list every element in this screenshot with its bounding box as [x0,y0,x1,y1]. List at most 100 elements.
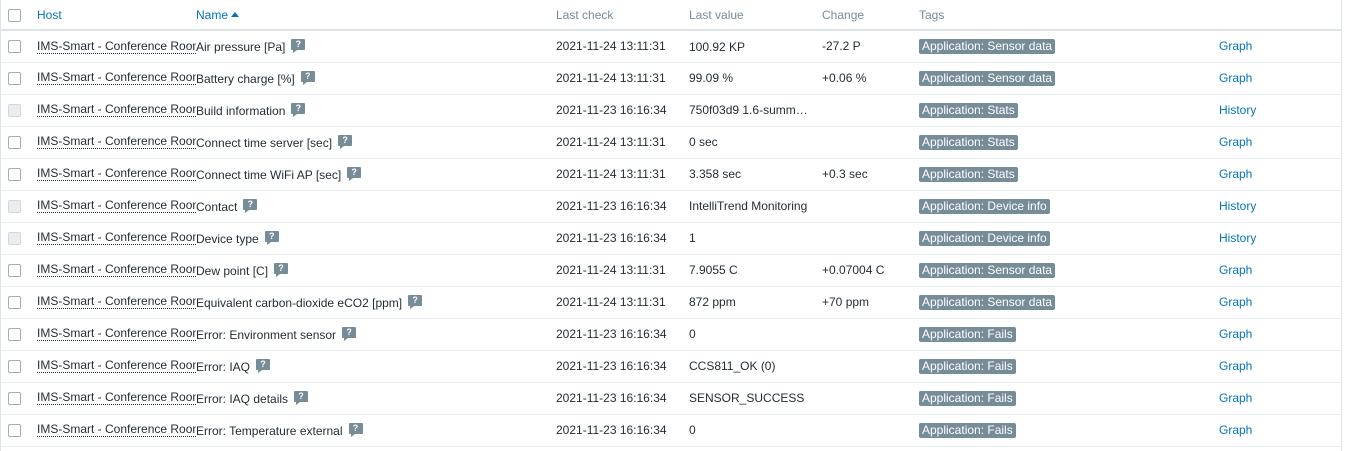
row-checkbox[interactable] [8,392,21,406]
tag-badge[interactable]: Application: Fails [919,326,1016,342]
last-value-cell: 7.9055 C [689,254,822,287]
host-cell: IMS-Smart - Conference Room [37,318,196,351]
row-checkbox[interactable] [8,40,21,54]
change-cell [822,382,919,415]
row-checkbox[interactable] [8,296,21,310]
name-cell: Build information? [196,94,556,127]
graph-link[interactable]: Graph [1219,39,1253,54]
change-cell [822,414,919,447]
item-name: Error: IAQ details [196,391,289,406]
description-hint-icon[interactable]: ? [338,134,353,149]
description-hint-icon[interactable]: ? [243,198,258,213]
last-value-cell: IntelliTrend Monitoring [689,190,822,223]
change-cell: +0.07004 C [822,254,919,287]
description-hint-icon[interactable]: ? [256,358,271,373]
graph-link[interactable]: Graph [1219,327,1253,341]
name-cell: Error: IAQ? [196,350,556,383]
host-cell: IMS-Smart - Conference Room [37,222,196,255]
last-value: 99.09 % [689,71,734,86]
host-cell: IMS-Smart - Conference Room [37,190,196,223]
row-checkbox[interactable] [8,424,21,438]
host-link[interactable]: IMS-Smart - Conference Room [37,40,196,54]
graph-link[interactable]: Graph [1219,391,1253,405]
tag-badge[interactable]: Application: Stats [919,102,1018,118]
host-link[interactable]: IMS-Smart - Conference Room [37,71,196,86]
last-check-cell: 2021-11-23 16:16:34 [556,350,689,383]
host-link[interactable]: IMS-Smart - Conference Room [37,359,196,374]
tag-badge[interactable]: Application: Device info [919,230,1050,246]
graph-link[interactable]: Graph [1219,295,1253,309]
graph-link[interactable]: Graph [1219,423,1253,437]
tag-badge[interactable]: Application: Sensor data [919,294,1056,310]
description-hint-icon[interactable]: ? [408,294,423,309]
change-cell [822,318,919,351]
action-cell: Graph [1219,254,1342,287]
tag-badge[interactable]: Application: Sensor data [919,38,1056,54]
table-row: IMS-Smart - Conference Room Equivalent c… [1,286,1342,319]
host-link[interactable]: IMS-Smart - Conference Room [37,199,196,214]
last-check-cell: 2021-11-24 13:11:31 [556,254,689,287]
description-hint-icon[interactable]: ? [342,326,357,341]
description-hint-icon[interactable]: ? [348,422,363,437]
last-value-cell: 0 sec [689,126,822,159]
column-header-tags: Tags [919,0,1219,31]
host-link[interactable]: IMS-Smart - Conference Room [37,167,196,182]
tag-badge[interactable]: Application: Sensor data [919,262,1056,278]
tag-badge[interactable]: Application: Fails [919,390,1016,406]
graph-link[interactable]: Graph [1219,71,1253,85]
last-check-cell: 2021-11-23 16:16:34 [556,382,689,415]
host-cell: IMS-Smart - Conference Room [37,414,196,447]
row-checkbox[interactable] [8,168,21,182]
history-link[interactable]: History [1219,231,1257,245]
host-link[interactable]: IMS-Smart - Conference Room [37,295,196,310]
description-hint-icon[interactable]: ? [264,230,279,245]
graph-link[interactable]: Graph [1219,263,1253,277]
host-cell: IMS-Smart - Conference Room [37,158,196,191]
item-name: Equivalent carbon-dioxide eCO2 [ppm] [196,295,403,310]
tag-badge[interactable]: Application: Sensor data [919,70,1056,86]
description-hint-icon[interactable]: ? [291,39,306,54]
row-checkbox[interactable] [8,72,21,86]
column-header-name[interactable]: Name [196,0,556,31]
description-hint-icon[interactable]: ? [294,390,309,405]
row-select-cell [1,414,37,447]
history-link[interactable]: History [1219,199,1257,213]
description-hint-icon[interactable]: ? [347,166,362,181]
host-link[interactable]: IMS-Smart - Conference Room [37,263,196,278]
host-link[interactable]: IMS-Smart - Conference Room [37,391,196,406]
description-hint-icon[interactable]: ? [291,102,306,117]
host-link[interactable]: IMS-Smart - Conference Room [37,423,196,438]
column-header-host[interactable]: Host [37,0,196,31]
graph-link[interactable]: Graph [1219,167,1253,181]
column-header-last-value: Last value [689,0,822,31]
tag-badge[interactable]: Application: Device info [919,198,1050,214]
table-row: IMS-Smart - Conference Room Dew point [C… [1,254,1342,287]
graph-link[interactable]: Graph [1219,359,1253,373]
row-checkbox[interactable] [8,328,21,342]
table-row: IMS-Smart - Conference Room Error: IAQ d… [1,382,1342,415]
row-checkbox[interactable] [8,136,21,150]
host-cell: IMS-Smart - Conference Room [37,350,196,383]
row-checkbox[interactable] [8,264,21,278]
name-cell: Device type? [196,222,556,255]
host-link[interactable]: IMS-Smart - Conference Room [37,135,196,150]
row-checkbox[interactable] [8,360,21,374]
host-link[interactable]: IMS-Smart - Conference Room [37,103,196,118]
tag-badge[interactable]: Application: Fails [919,422,1016,438]
description-hint-icon[interactable]: ? [300,70,315,85]
last-value-cell: 99.09 % [689,62,822,95]
tag-badge[interactable]: Application: Stats [919,134,1018,150]
last-value: 0 [689,327,696,342]
select-all-checkbox[interactable] [8,8,21,22]
tags-cell: Application: Stats [919,94,1219,127]
tag-badge[interactable]: Application: Stats [919,166,1018,182]
tag-badge[interactable]: Application: Fails [919,358,1016,374]
history-link[interactable]: History [1219,103,1257,117]
last-value-cell: SENSOR_SUCCESS [689,382,822,415]
description-hint-icon[interactable]: ? [274,262,289,277]
graph-link[interactable]: Graph [1219,135,1253,149]
host-link[interactable]: IMS-Smart - Conference Room [37,327,196,342]
row-select-cell [1,318,37,351]
host-link[interactable]: IMS-Smart - Conference Room [37,231,196,246]
